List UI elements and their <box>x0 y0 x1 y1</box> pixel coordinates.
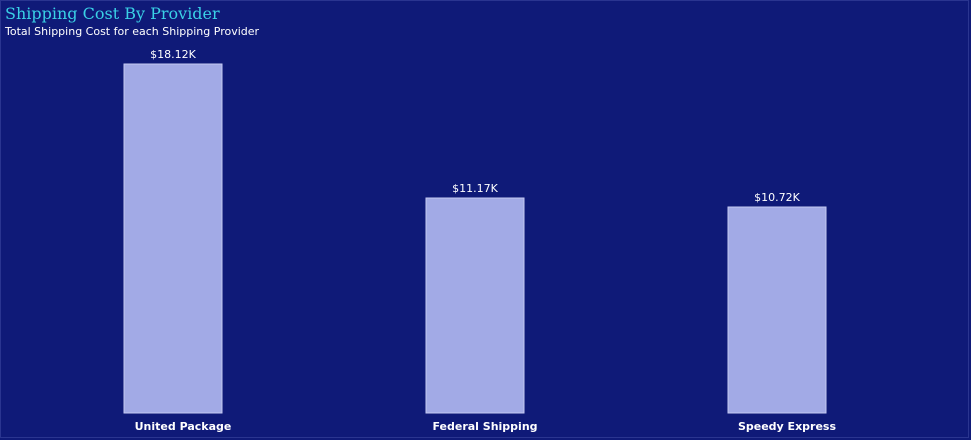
category-label: United Package <box>135 420 232 433</box>
data-label: $10.72K <box>754 191 800 204</box>
data-label: $11.17K <box>452 182 498 195</box>
bar-speedy-express[interactable] <box>727 206 827 414</box>
bar-united-package[interactable] <box>123 63 223 414</box>
category-label: Speedy Express <box>738 420 837 433</box>
data-label: $18.12K <box>150 48 196 61</box>
chart-title: Shipping Cost By Provider <box>5 4 220 23</box>
chart-subtitle: Total Shipping Cost for each Shipping Pr… <box>5 25 260 38</box>
category-label: Federal Shipping <box>432 420 537 433</box>
bar-federal-shipping[interactable] <box>425 197 525 414</box>
